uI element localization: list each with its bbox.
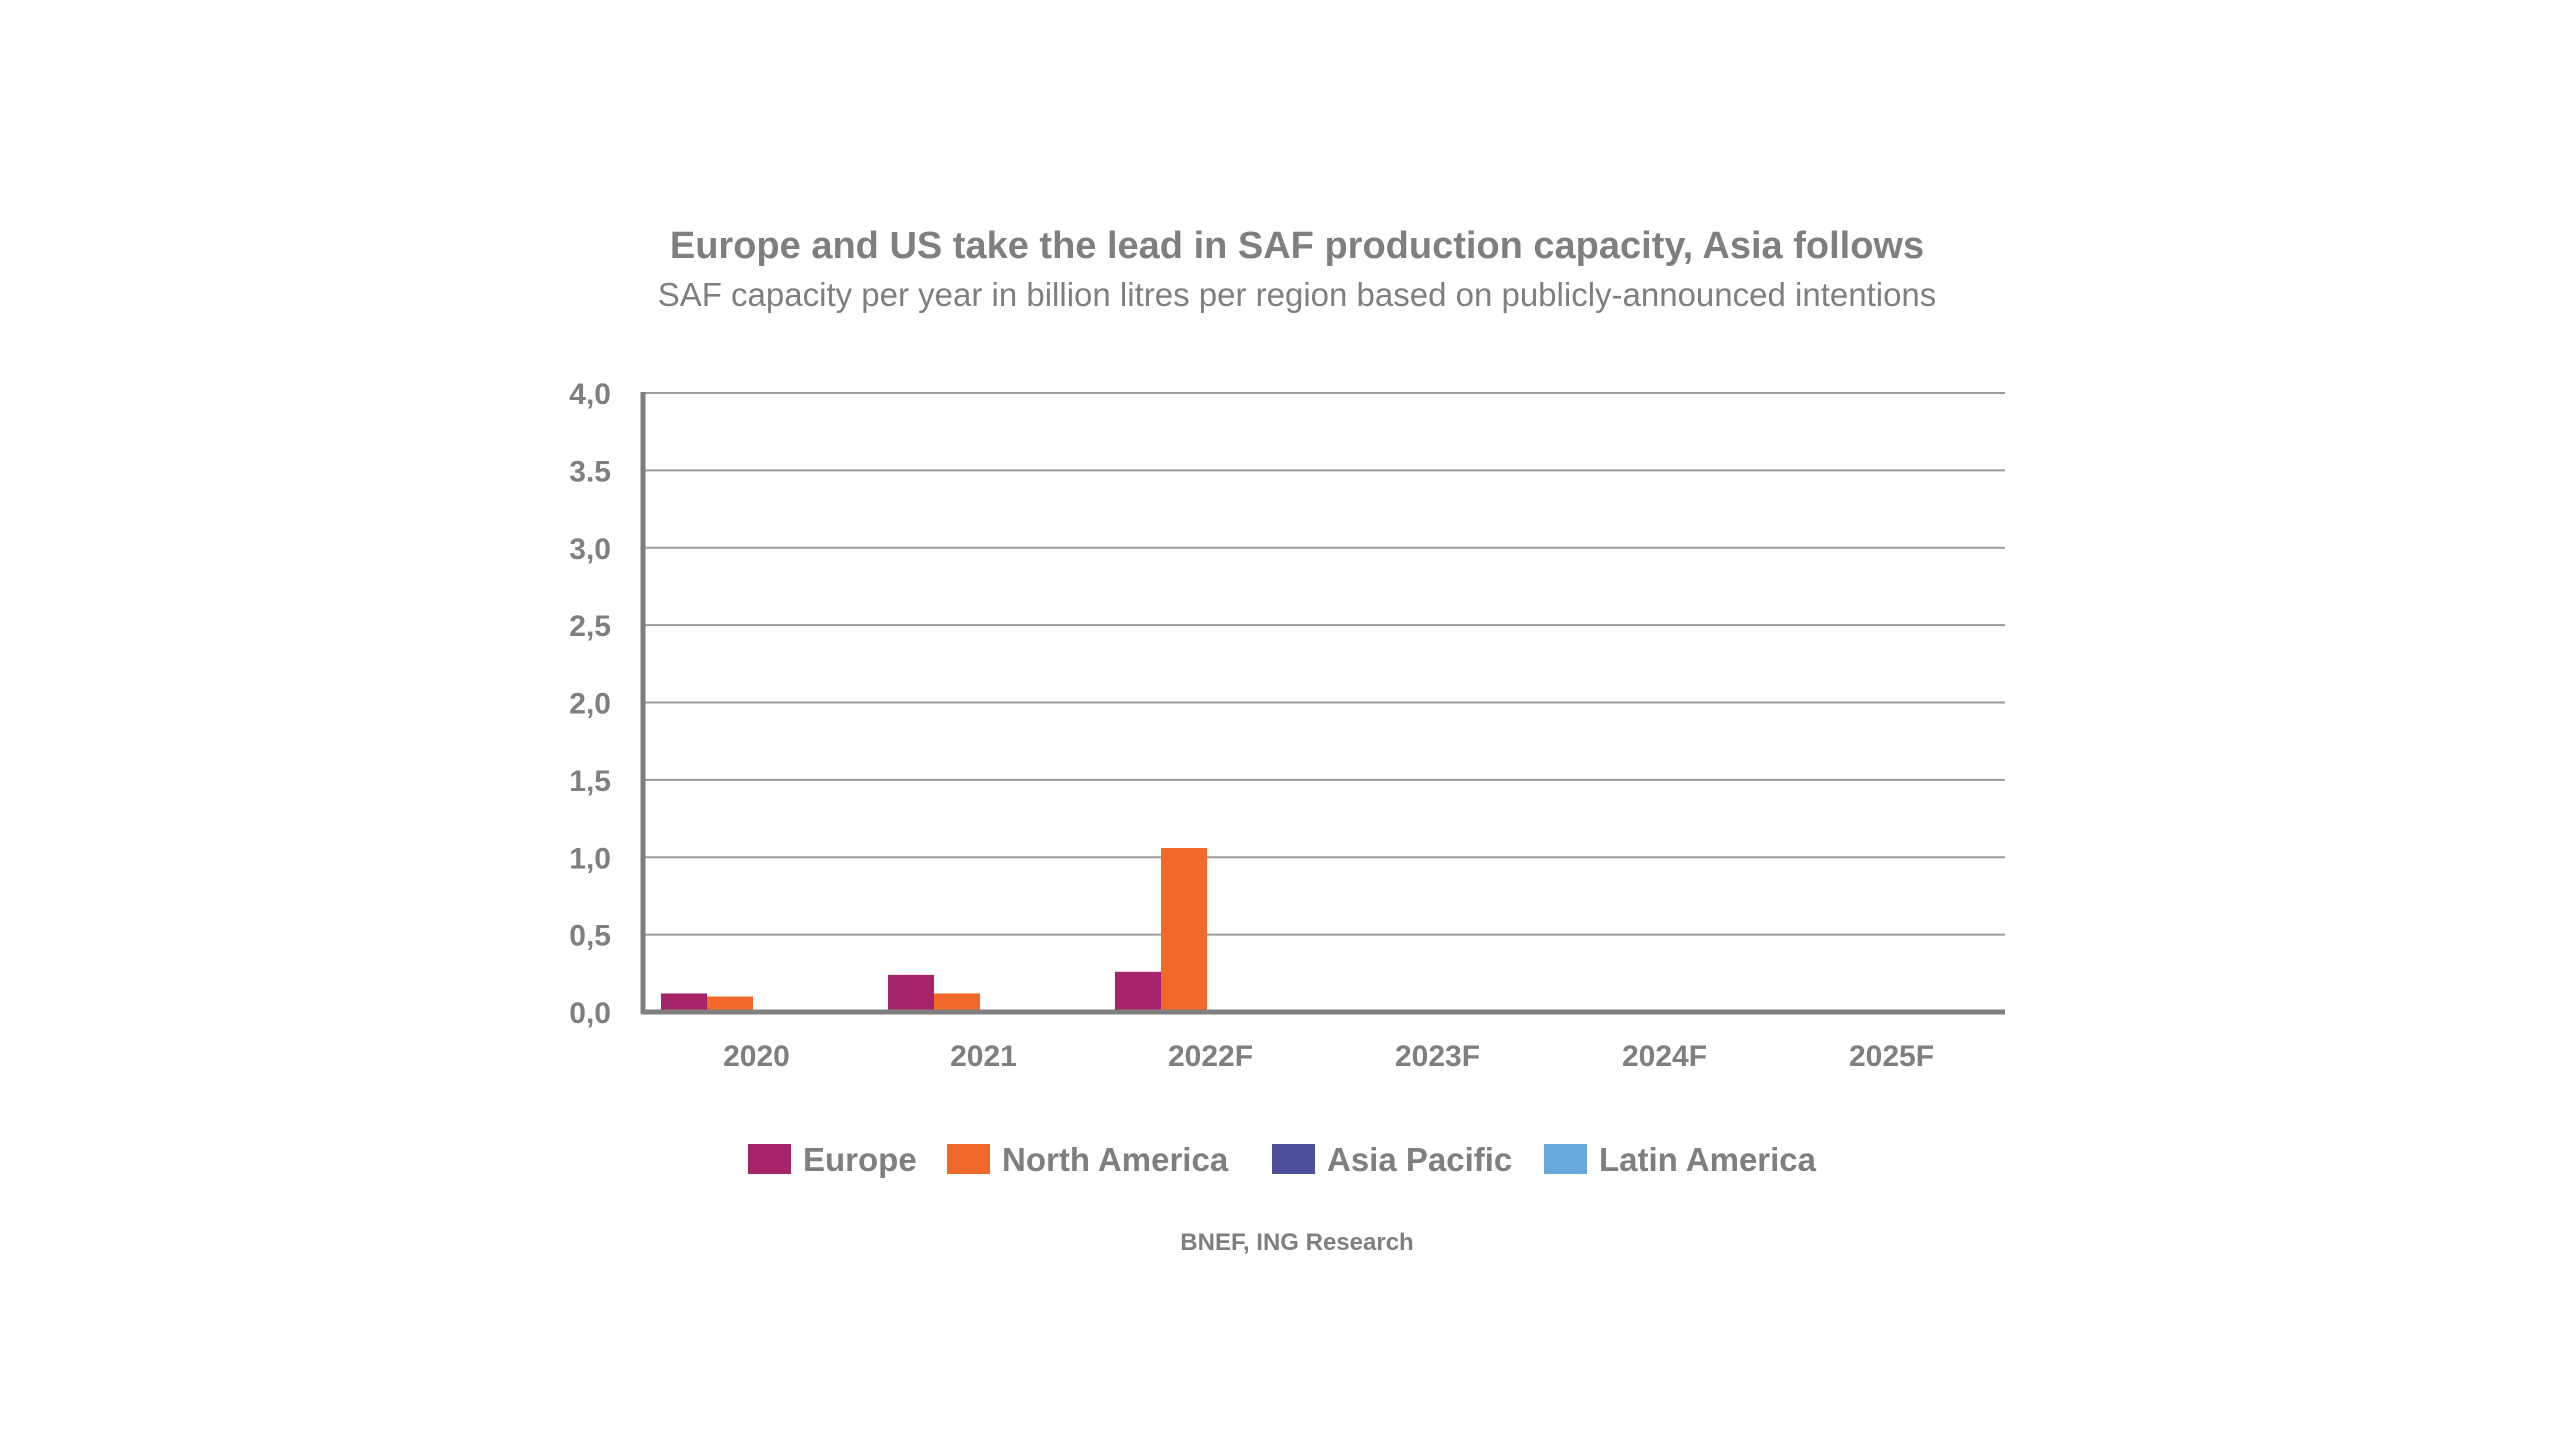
- y-tick-label: 2,5: [569, 610, 611, 643]
- chart-subtitle: SAF capacity per year in billion litres …: [658, 276, 1937, 313]
- x-axis-ticks: 2020 2021 2022F 2023F 2024F 2025F: [723, 1040, 1934, 1073]
- bar-north-america-2021: [934, 993, 980, 1012]
- x-tick-label: 2020: [723, 1040, 790, 1073]
- legend-swatch: [1272, 1144, 1315, 1174]
- y-tick-label: 3.5: [569, 455, 611, 488]
- legend-label: Latin America: [1599, 1141, 1817, 1178]
- y-tick-label: 0,5: [569, 920, 611, 953]
- legend-swatch: [748, 1144, 791, 1174]
- bar-europe-2020: [661, 993, 707, 1012]
- gridlines: [643, 392, 2005, 936]
- x-tick-label: 2021: [950, 1040, 1017, 1073]
- legend-label: Asia Pacific: [1327, 1141, 1512, 1178]
- y-tick-label: 3,0: [569, 533, 611, 566]
- axes: [640, 392, 2005, 1015]
- bar-north-america-2022f: [1161, 847, 1207, 1012]
- x-tick-label: 2024F: [1622, 1040, 1707, 1073]
- legend: Europe North America Asia Pacific Latin Ame…: [748, 1141, 1817, 1178]
- bar-europe-2021: [888, 974, 934, 1012]
- legend-swatch: [947, 1144, 990, 1174]
- bar-north-america-2020: [707, 996, 753, 1012]
- y-tick-label: 1,0: [569, 842, 611, 875]
- y-axis-ticks: 0,0 0,5 1,0 1,5 2,0 2,5 3,0 3.5 4,0: [569, 378, 611, 1030]
- legend-label: North America: [1002, 1141, 1229, 1178]
- y-tick-label: 0,0: [569, 997, 611, 1030]
- chart-title: Europe and US take the lead in SAF produ…: [670, 225, 1924, 267]
- legend-label: Europe: [803, 1141, 917, 1178]
- bar-europe-2022f: [1115, 971, 1161, 1012]
- source-note: BNEF, ING Research: [1180, 1229, 1413, 1256]
- x-tick-label: 2025F: [1849, 1040, 1934, 1073]
- y-tick-label: 4,0: [569, 378, 611, 411]
- bars: [661, 847, 1207, 1012]
- y-tick-label: 2,0: [569, 688, 611, 721]
- y-tick-label: 1,5: [569, 765, 611, 798]
- legend-swatch: [1544, 1144, 1587, 1174]
- x-tick-label: 2023F: [1395, 1040, 1480, 1073]
- x-tick-label: 2022F: [1168, 1040, 1253, 1073]
